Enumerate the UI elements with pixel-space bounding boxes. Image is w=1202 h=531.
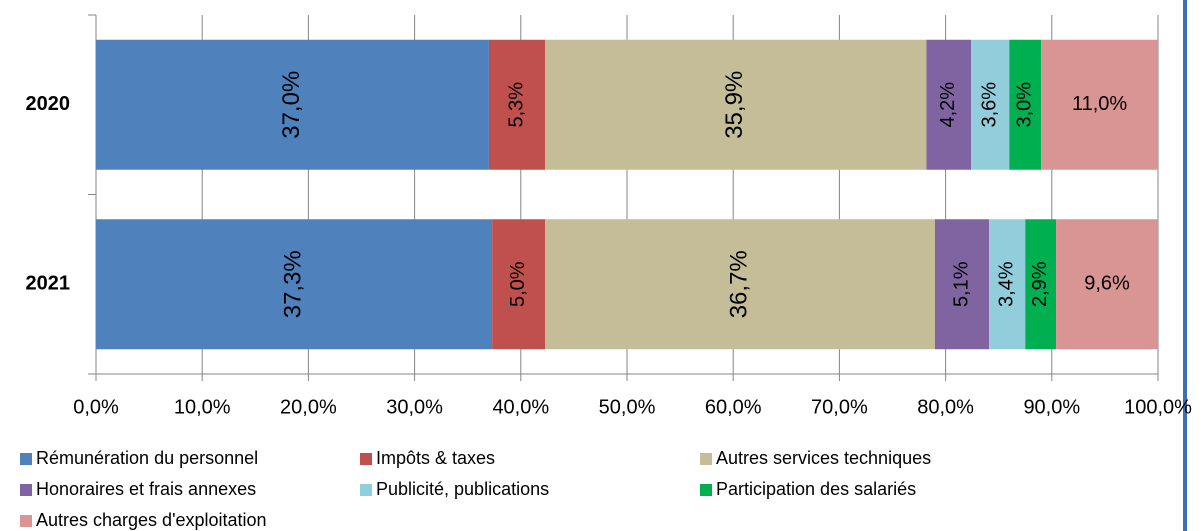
legend-swatch [20, 453, 32, 465]
x-tick-label: 20,0% [280, 396, 337, 418]
bar-segment [1025, 219, 1057, 350]
y-tick-label: 2021 [26, 273, 71, 295]
data-label: 9,6% [1084, 273, 1130, 295]
x-tick-label: 30,0% [386, 396, 443, 418]
bar-segment [96, 39, 489, 170]
data-label: 37,0% [278, 71, 305, 139]
bar-segment [545, 219, 935, 350]
bar-segment [545, 39, 927, 170]
x-tick-label: 60,0% [705, 396, 762, 418]
bar-segment [96, 219, 493, 350]
x-tick-label: 50,0% [599, 396, 656, 418]
x-tick-label: 100,0% [1124, 396, 1192, 418]
x-tick-label: 10,0% [174, 396, 231, 418]
x-tick-label: 70,0% [811, 396, 868, 418]
bar-segment [934, 219, 990, 350]
data-label: 5,1% [950, 261, 972, 307]
data-label: 4,2% [937, 82, 959, 128]
bar-segment [989, 219, 1026, 350]
data-label: 3,0% [1014, 82, 1036, 128]
x-tick-label: 90,0% [1023, 396, 1080, 418]
y-tick-label: 2020 [26, 93, 71, 115]
data-label: 3,4% [995, 261, 1017, 307]
bar-segment [926, 39, 972, 170]
legend-label: Honoraires et frais annexes [36, 479, 256, 499]
x-tick-label: 40,0% [492, 396, 549, 418]
data-label: 3,6% [978, 82, 1000, 128]
legend-swatch [20, 484, 32, 496]
data-label: 5,0% [507, 261, 529, 307]
legend-swatch [700, 453, 712, 465]
data-label: 2,9% [1029, 261, 1051, 307]
data-label: 36,7% [725, 250, 752, 318]
legend-swatch [700, 484, 712, 496]
legend-label: Rémunération du personnel [36, 448, 258, 468]
bar-segment [492, 219, 546, 350]
x-tick-label: 0,0% [73, 396, 119, 418]
bar-segment [488, 39, 546, 170]
legend-swatch [360, 453, 372, 465]
legend-label: Autres services techniques [716, 448, 931, 468]
bar-segment [1041, 39, 1158, 170]
data-label: 5,3% [505, 82, 527, 128]
bar-segment [1009, 39, 1042, 170]
legend-label: Impôts & taxes [376, 448, 495, 468]
bar-segment [1056, 219, 1158, 350]
legend-label: Autres charges d'exploitation [36, 510, 267, 530]
data-label: 37,3% [279, 250, 306, 318]
legend-swatch [360, 484, 372, 496]
x-tick-label: 80,0% [917, 396, 974, 418]
data-label: 11,0% [1072, 93, 1127, 115]
legend-label: Publicité, publications [376, 479, 549, 499]
legend-swatch [20, 515, 32, 527]
frame-edge [1183, 0, 1187, 531]
bar-segment [971, 39, 1010, 170]
data-label: 35,9% [721, 71, 748, 139]
legend-label: Participation des salariés [716, 479, 916, 499]
